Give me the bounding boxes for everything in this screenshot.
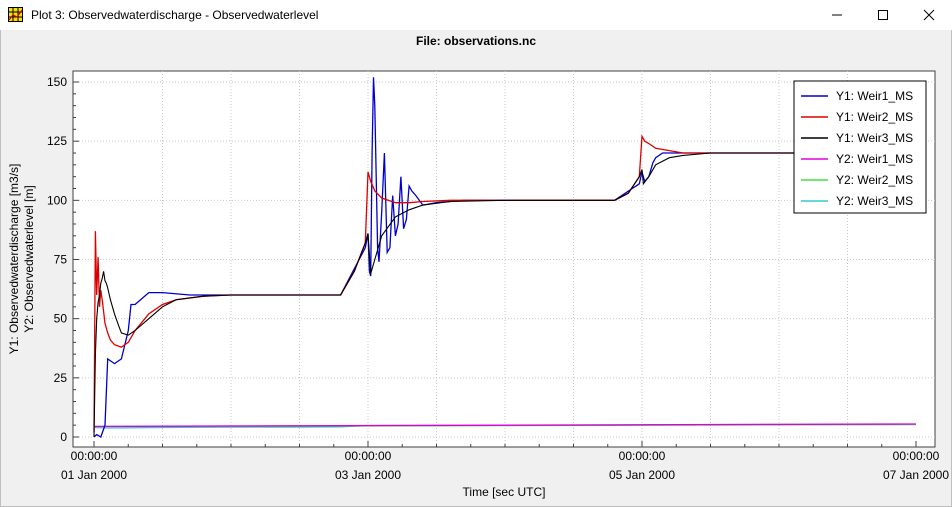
legend-label: Y2: Weir1_MS [836, 152, 913, 166]
x-tick-date-label: 03 Jan 2000 [335, 468, 401, 482]
y-tick-label: 50 [54, 312, 68, 326]
legend-label: Y2: Weir3_MS [836, 194, 913, 208]
window-title: Plot 3: Observedwaterdischarge - Observe… [31, 8, 319, 22]
series-line-y2-weir1-ms [93, 423, 917, 428]
series-line-y1-weir3-ms [93, 152, 916, 438]
legend-label: Y1: Weir2_MS [836, 110, 913, 124]
x-tick-time-label: 00:00:00 [893, 449, 940, 463]
window-titlebar[interactable]: Plot 3: Observedwaterdischarge - Observe… [0, 0, 952, 30]
plot-background [72, 70, 936, 448]
x-tick-time-label: 00:00:00 [71, 449, 118, 463]
y-tick-label: 75 [54, 253, 68, 267]
y-tick-label: 125 [47, 134, 67, 148]
y-axis-label-1: Y1: Observedwaterdischarge [m3/s] [7, 164, 21, 355]
y-axis-label-2: Y2: Observedwaterlevel [m] [22, 185, 36, 332]
legend-label: Y1: Weir1_MS [836, 89, 913, 103]
y-tick-label: 25 [54, 371, 68, 385]
minimize-icon [832, 14, 842, 16]
y-tick-label: 0 [60, 430, 67, 444]
legend [793, 80, 927, 214]
y-tick-label: 150 [47, 75, 67, 89]
x-tick-time-label: 00:00:00 [619, 449, 666, 463]
series-line-y1-weir1-ms [93, 77, 916, 438]
maximize-button[interactable] [860, 0, 906, 30]
legend-label: Y1: Weir3_MS [836, 131, 913, 145]
grid-plot-icon [8, 7, 23, 22]
y-tick-label: 100 [47, 193, 67, 207]
legend-label: Y2: Weir2_MS [836, 173, 913, 187]
close-icon [923, 9, 935, 21]
x-tick-time-label: 00:00:00 [345, 449, 392, 463]
close-button[interactable] [906, 0, 952, 30]
x-tick-date-label: 07 Jan 2000 [883, 468, 949, 482]
x-axis-label: Time [sec UTC] [463, 485, 546, 499]
x-tick-date-label: 01 Jan 2000 [61, 468, 127, 482]
maximize-icon [878, 10, 888, 20]
chart-title: File: observations.nc [415, 34, 537, 48]
minimize-button[interactable] [814, 0, 860, 30]
x-tick-date-label: 05 Jan 2000 [609, 468, 675, 482]
